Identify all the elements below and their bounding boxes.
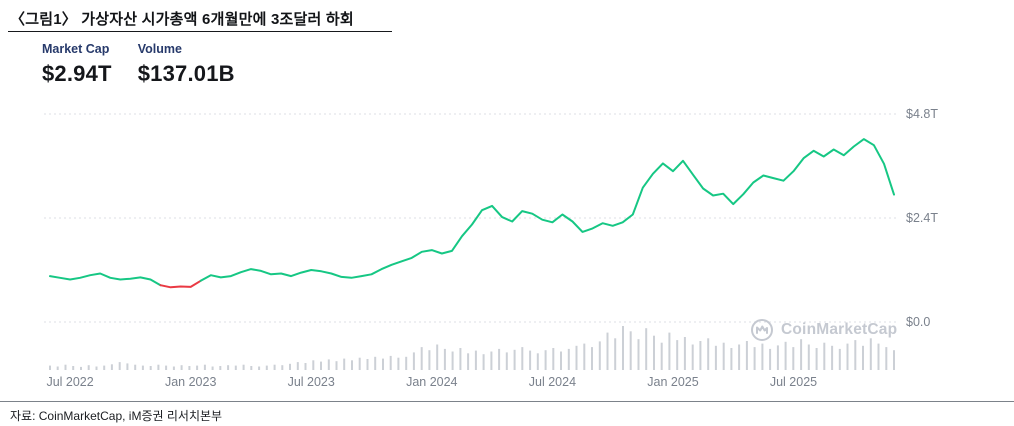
watermark-text: CoinMarketCap bbox=[781, 321, 898, 338]
market-cap-label: Market Cap bbox=[42, 42, 110, 56]
svg-text:Jul 2022: Jul 2022 bbox=[46, 375, 93, 389]
svg-text:$2.4T: $2.4T bbox=[906, 211, 938, 225]
market-cap-stat: Market Cap $2.94T bbox=[42, 42, 112, 87]
svg-text:Jan 2025: Jan 2025 bbox=[647, 375, 698, 389]
footer-divider bbox=[0, 401, 1014, 402]
svg-text:Jul 2025: Jul 2025 bbox=[770, 375, 817, 389]
coinmarketcap-logo-icon bbox=[751, 319, 773, 341]
volume-label: Volume bbox=[137, 42, 182, 56]
title-underline bbox=[8, 31, 392, 32]
svg-text:$4.8T: $4.8T bbox=[906, 107, 938, 121]
market-cap-value: $2.94T bbox=[42, 61, 112, 86]
svg-text:$0.0: $0.0 bbox=[906, 315, 930, 329]
figure-title: 〈그림1〉 가상자산 시가총액 6개월만에 3조달러 하회 bbox=[10, 11, 354, 28]
market-cap-chart: $4.8T $2.4T $0.0 Jul 2022 Jan 2023 Jul 2023 Ja… bbox=[0, 100, 1014, 396]
volume-value: $137.01B bbox=[137, 61, 235, 86]
coinmarketcap-watermark: CoinMarketCap bbox=[750, 318, 897, 342]
source-note: 자료: CoinMarketCap, iM증권 리서치본부 bbox=[10, 409, 223, 423]
volume-stat: Volume $137.01B bbox=[138, 42, 235, 87]
svg-text:Jul 2024: Jul 2024 bbox=[529, 375, 576, 389]
svg-text:Jul 2023: Jul 2023 bbox=[288, 375, 335, 389]
svg-text:Jan 2024: Jan 2024 bbox=[406, 375, 457, 389]
market-cap-chart-canvas: $4.8T $2.4T $0.0 Jul 2022 Jan 2023 Jul 2023 Ja… bbox=[44, 107, 938, 389]
chart-header-stats: Market Cap $2.94T Volume $137.01B bbox=[42, 42, 235, 87]
svg-text:Jan 2023: Jan 2023 bbox=[165, 375, 216, 389]
